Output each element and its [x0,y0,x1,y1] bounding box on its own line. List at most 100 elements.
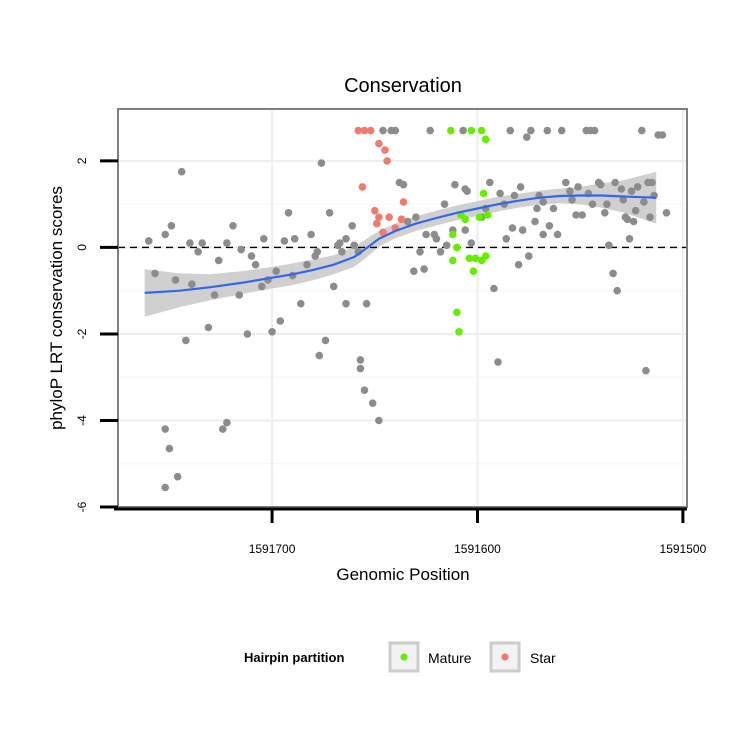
point-other [494,358,502,366]
point-star [354,126,363,135]
point-other [416,248,424,256]
x-axis: 1591700 1591600 1591500 [114,507,707,556]
point-other [375,416,383,425]
point-other [605,241,613,250]
point-other [412,213,420,221]
y-axis-title: phyloP LRT conservation scores [47,186,66,430]
point-other [486,178,494,187]
point-mature [481,135,490,144]
point-other [356,364,365,373]
point-other [223,239,231,247]
point-star [385,213,393,221]
point-star [383,157,391,165]
y-tick-label: -2 [75,328,89,339]
point-other [356,356,365,364]
point-star [375,139,383,148]
point-other [662,209,671,217]
point-other [627,187,636,195]
point-other [403,217,412,226]
point-other [182,336,190,345]
point-other [321,336,330,345]
point-other [514,260,523,269]
point-other [553,230,562,239]
point-other [588,200,597,208]
point-other [430,230,439,239]
point-other [609,269,617,278]
point-other [461,185,470,193]
point-star [360,126,369,135]
point-other [545,222,554,230]
point-other [436,248,445,256]
point-other [646,213,654,221]
point-other [379,126,387,135]
point-other [188,280,196,289]
point-other [549,204,558,213]
point-other [399,180,408,189]
point-other [590,126,599,135]
point-mature [465,254,474,263]
point-other [198,239,206,247]
point-other [601,209,609,217]
point-other [629,217,638,226]
point-star [381,146,389,154]
legend-label-mature: Mature [428,650,472,666]
point-other [625,235,634,243]
point-other [539,198,547,206]
y-axis: -6 -4 -2 0 2 [75,157,118,512]
point-other [342,235,350,243]
point-other [422,230,430,239]
legend-dot-star [501,653,509,661]
point-other [506,126,515,135]
point-other [161,230,169,239]
point-mature [453,243,461,252]
point-other [518,226,527,234]
point-other [442,241,451,250]
point-mature [475,213,484,221]
point-other [297,299,305,308]
point-other [640,198,648,206]
point-other [623,215,632,224]
point-other [510,191,519,200]
point-other [658,131,667,139]
point-other [502,235,511,243]
point-mature [479,189,488,198]
point-other [611,178,619,187]
point-other [648,178,656,187]
point-other [307,230,315,239]
point-other [317,159,326,167]
smooth-confidence-band [144,171,657,317]
point-other [525,252,533,260]
point-other [619,196,628,204]
point-other [617,185,626,193]
point-other [562,178,570,187]
point-star [399,198,408,206]
point-other [161,483,169,492]
point-mature [477,126,486,135]
point-mature [469,267,478,276]
point-other [490,284,498,293]
x-tick-label: 1591500 [660,542,707,556]
point-other [219,425,227,433]
smooth-line [144,194,657,294]
point-other [508,224,517,232]
y-tick-label: -4 [75,415,89,426]
point-other [566,187,574,195]
point-other [572,211,580,219]
point-other [451,180,459,189]
point-other [350,241,359,250]
legend-dot-mature [400,653,408,661]
point-mature [467,126,476,135]
point-other [161,425,169,433]
point-other [329,282,338,291]
x-tick-label: 1591700 [249,542,296,556]
point-other [336,239,344,247]
point-other [235,291,243,299]
point-other [167,222,176,230]
point-other [410,267,418,276]
point-other [440,200,449,208]
chart-title: Conservation [344,75,462,97]
plot-panel [118,109,687,507]
point-mature [483,211,492,219]
point-other [177,167,186,176]
point-other [173,472,182,481]
